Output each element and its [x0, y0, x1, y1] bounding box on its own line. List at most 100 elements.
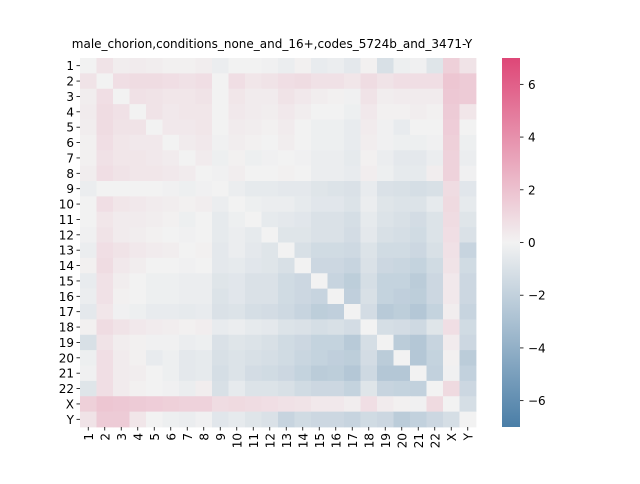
- heatmap-cell: [393, 211, 411, 228]
- heatmap-cell: [129, 88, 147, 105]
- heatmap-cell: [212, 196, 229, 213]
- heatmap-cell: [459, 319, 477, 336]
- heatmap-cell: [129, 211, 147, 228]
- heatmap-cell: [96, 304, 114, 320]
- heatmap-cell: [96, 396, 114, 413]
- heatmap-cell: [344, 334, 361, 351]
- heatmap-cell: [360, 104, 378, 120]
- heatmap-cell: [278, 257, 295, 274]
- heatmap-cell: [443, 242, 460, 259]
- heatmap-cell: [179, 242, 196, 259]
- x-tick-label: 18: [362, 433, 376, 448]
- heatmap-cell: [311, 104, 328, 120]
- heatmap-cell: [443, 257, 460, 274]
- heatmap-cell: [113, 227, 130, 243]
- heatmap-cell: [179, 365, 196, 382]
- heatmap-cell: [96, 334, 114, 351]
- heatmap-cell: [228, 365, 246, 382]
- heatmap-cell: [459, 196, 477, 213]
- heatmap-cell: [129, 350, 147, 366]
- heatmap-cell: [410, 350, 427, 366]
- heatmap-cell: [129, 411, 147, 428]
- heatmap-cell: [146, 380, 163, 397]
- heatmap-cell: [377, 211, 394, 228]
- heatmap-cell: [278, 196, 295, 213]
- heatmap-cell: [377, 181, 394, 197]
- heatmap-cell: [146, 211, 163, 228]
- heatmap-cell: [393, 411, 411, 428]
- heatmap-cell: [344, 304, 361, 320]
- y-tick-label: 10: [59, 198, 74, 212]
- heatmap-cell: [278, 288, 295, 305]
- heatmap-cell: [261, 319, 279, 336]
- heatmap-cell: [426, 350, 444, 366]
- heatmap-cell: [195, 257, 213, 274]
- x-tick-label: 22: [428, 433, 442, 448]
- heatmap-cell: [162, 273, 180, 290]
- heatmap-cell: [311, 196, 328, 213]
- heatmap-cell: [129, 273, 147, 290]
- heatmap-cell: [410, 227, 427, 243]
- heatmap-cell: [410, 88, 427, 105]
- heatmap-cell: [113, 242, 130, 259]
- heatmap-cell: [113, 73, 130, 90]
- heatmap-cell: [261, 58, 279, 74]
- heatmap-cell: [443, 196, 460, 213]
- heatmap-cell: [212, 58, 229, 74]
- heatmap-cell: [393, 242, 411, 259]
- heatmap-cell: [278, 273, 295, 290]
- heatmap-cell: [360, 196, 378, 213]
- heatmap-cell: [212, 304, 229, 320]
- x-tick-label: 10: [230, 433, 244, 448]
- heatmap-cell: [459, 365, 477, 382]
- heatmap-cell: [162, 411, 180, 428]
- heatmap-cell: [80, 88, 97, 105]
- heatmap-cell: [195, 88, 213, 105]
- heatmap-cell: [294, 150, 312, 167]
- heatmap-cell: [327, 88, 345, 105]
- heatmap-cell: [129, 380, 147, 397]
- heatmap-cell: [278, 104, 295, 120]
- heatmap-cell: [212, 288, 229, 305]
- heatmap-cell: [261, 411, 279, 428]
- colorbar-tick-label: 2: [528, 183, 536, 197]
- heatmap-cell: [311, 227, 328, 243]
- heatmap-cell: [426, 257, 444, 274]
- heatmap-cell: [426, 396, 444, 413]
- heatmap-cell: [80, 134, 97, 151]
- heatmap-cell: [146, 396, 163, 413]
- heatmap-cell: [129, 181, 147, 197]
- heatmap-cell: [311, 73, 328, 90]
- heatmap-cell: [261, 104, 279, 120]
- heatmap-cell: [129, 227, 147, 243]
- heatmap-cell: [195, 181, 213, 197]
- heatmap-cell: [459, 257, 477, 274]
- heatmap-cell: [294, 273, 312, 290]
- heatmap-cell: [80, 319, 97, 336]
- heatmap-cell: [245, 396, 262, 413]
- x-tick-label: 19: [379, 433, 393, 448]
- heatmap-cell: [195, 380, 213, 397]
- heatmap-cell: [294, 304, 312, 320]
- heatmap-cell: [360, 88, 378, 105]
- heatmap-cell: [245, 119, 262, 136]
- heatmap-cell: [410, 104, 427, 120]
- heatmap-cell: [228, 396, 246, 413]
- heatmap-cell: [311, 380, 328, 397]
- heatmap-cell: [146, 73, 163, 90]
- heatmap-cell: [113, 396, 130, 413]
- heatmap-cell: [179, 165, 196, 182]
- heatmap-cell: [212, 242, 229, 259]
- heatmap-cell: [459, 273, 477, 290]
- heatmap-cell: [129, 104, 147, 120]
- heatmap-cell: [327, 242, 345, 259]
- heatmap-cell: [212, 150, 229, 167]
- y-tick-label: 4: [66, 105, 74, 119]
- heatmap-cell: [377, 380, 394, 397]
- heatmap-cell: [344, 73, 361, 90]
- heatmap-cell: [327, 104, 345, 120]
- heatmap-cell: [179, 304, 196, 320]
- heatmap-cell: [228, 304, 246, 320]
- heatmap-cell: [195, 196, 213, 213]
- heatmap-cell: [410, 365, 427, 382]
